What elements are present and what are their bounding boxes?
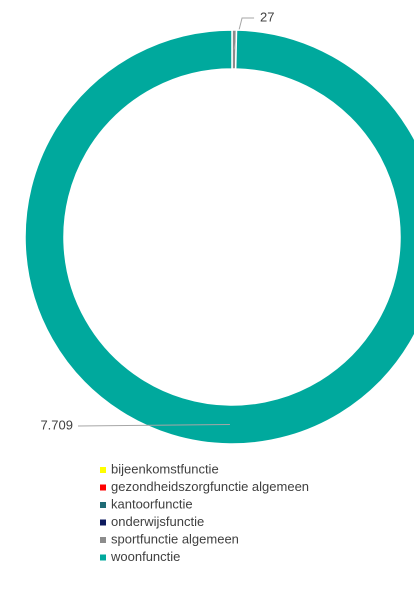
- legend-label: gezondheidszorgfunctie algemeen: [111, 479, 309, 494]
- legend-label: bijeenkomstfunctie: [111, 461, 219, 476]
- legend-swatch: [100, 502, 106, 508]
- legend-label: sportfunctie algemeen: [111, 531, 239, 546]
- donut-slice: [24, 29, 414, 445]
- legend-swatch: [100, 467, 106, 473]
- legend-swatch: [100, 537, 106, 543]
- legend-label: onderwijsfunctie: [111, 514, 204, 529]
- data-label: 7.709: [40, 417, 73, 432]
- legend-swatch: [100, 519, 106, 526]
- data-label: 27: [260, 9, 274, 24]
- leader-line: [77, 423, 230, 427]
- legend-swatch: [100, 484, 106, 491]
- legend-swatch: [100, 554, 106, 561]
- legend-label: kantoorfunctie: [111, 496, 193, 511]
- legend-label: woonfunctie: [110, 549, 180, 564]
